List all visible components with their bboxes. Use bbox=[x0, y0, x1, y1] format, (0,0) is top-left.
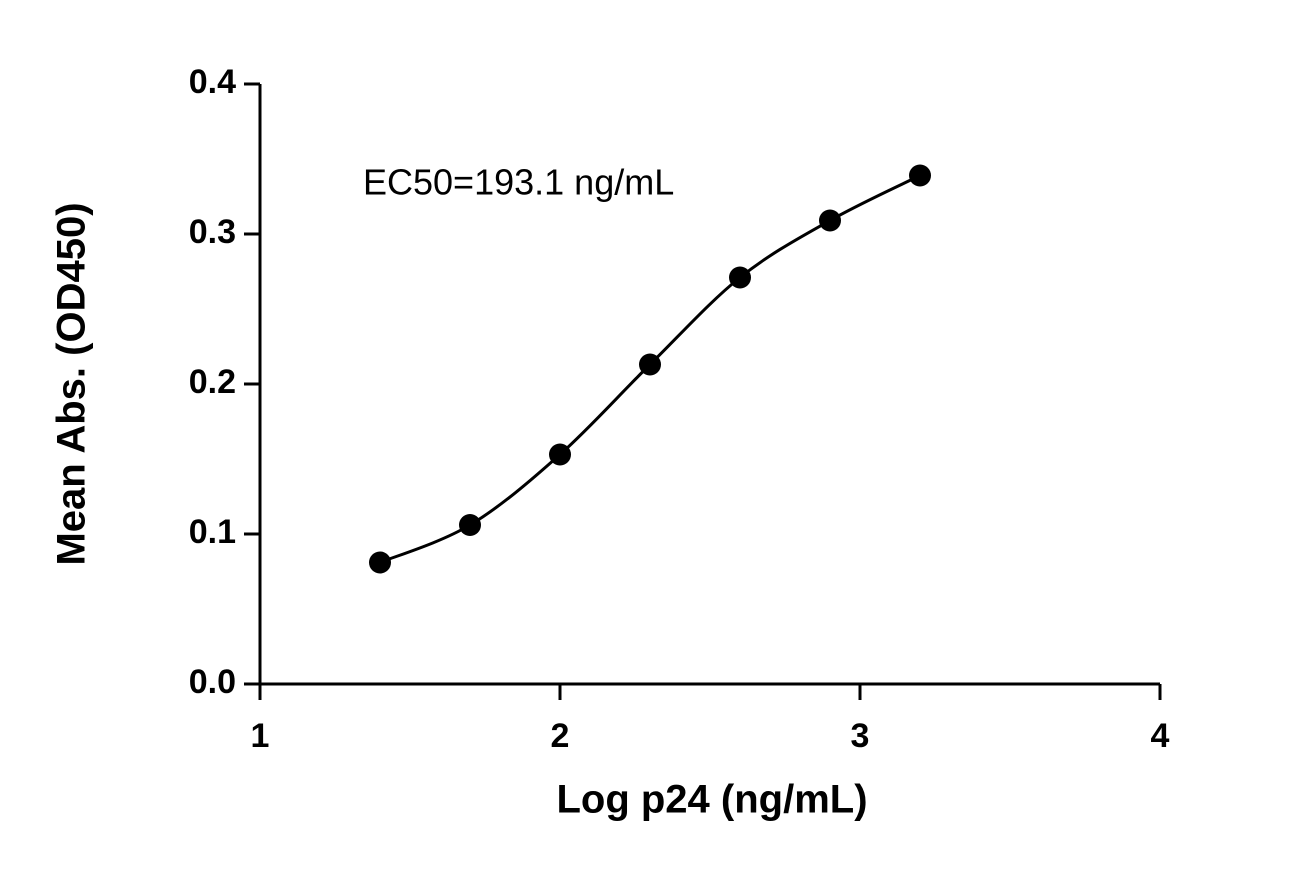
x-tick-label: 3 bbox=[851, 717, 870, 755]
y-tick-label: 0.4 bbox=[189, 63, 236, 101]
point bbox=[639, 353, 661, 376]
point bbox=[909, 164, 931, 187]
x-tick-label: 1 bbox=[251, 717, 270, 755]
y-tick-label: 0.2 bbox=[189, 363, 236, 401]
x-axis-title: Log p24 (ng/mL) bbox=[556, 778, 867, 822]
y-axis-title: Mean Abs. (OD450) bbox=[50, 202, 94, 565]
x-tick-label: 4 bbox=[1151, 717, 1170, 755]
point bbox=[819, 209, 841, 232]
point bbox=[549, 443, 571, 466]
point bbox=[369, 551, 391, 574]
x-tick-label: 2 bbox=[551, 717, 570, 755]
point bbox=[459, 514, 481, 536]
y-tick-label: 0.1 bbox=[189, 513, 236, 551]
point bbox=[729, 266, 751, 289]
y-tick-label: 0.3 bbox=[189, 213, 236, 251]
y-tick-label: 0.0 bbox=[189, 663, 236, 701]
annotation: EC50=193.1 ng/mL bbox=[363, 162, 674, 203]
